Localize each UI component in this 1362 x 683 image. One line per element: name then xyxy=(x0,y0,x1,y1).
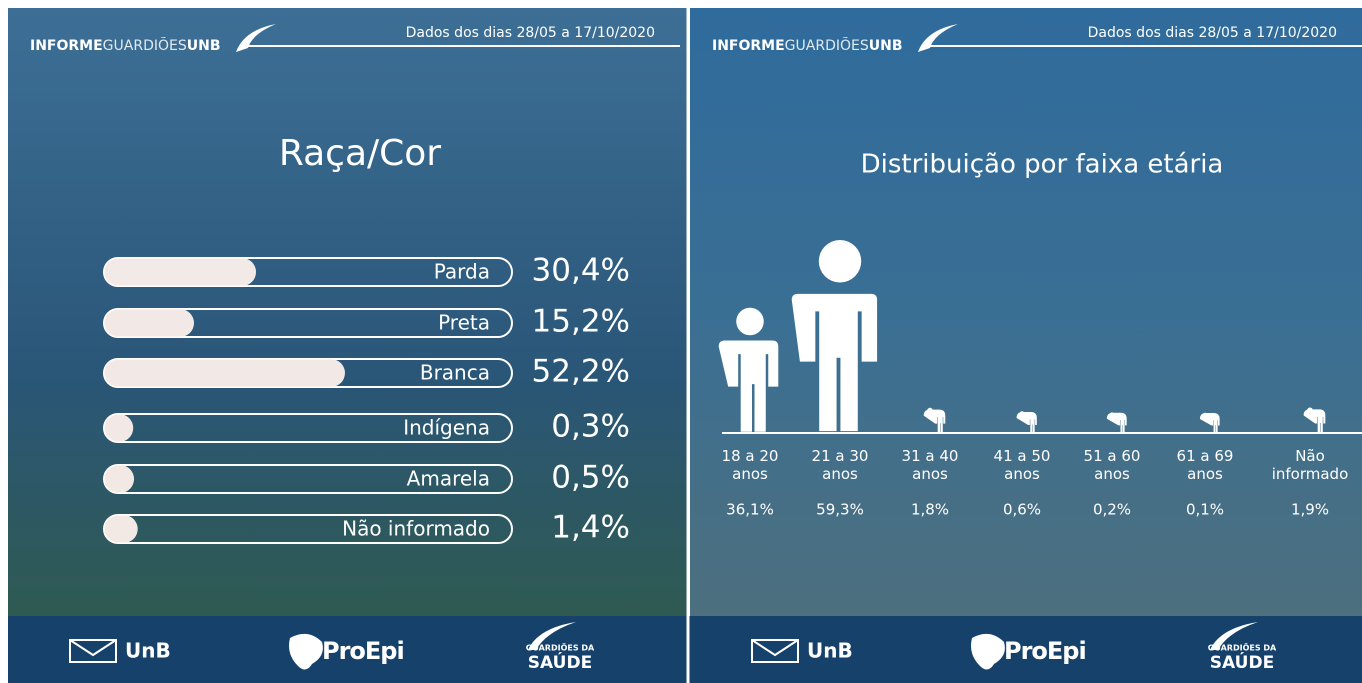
unb-icon-fold xyxy=(751,639,799,657)
brand-part: UNB xyxy=(869,38,903,54)
value-label: 0,3% xyxy=(551,409,630,445)
person-body xyxy=(1199,412,1220,433)
category-label: Não informado xyxy=(342,517,490,541)
person-head xyxy=(818,240,862,283)
category-label: 51 a 60 anos xyxy=(1083,447,1141,483)
category-label: Parda xyxy=(434,260,490,284)
unb-icon-fold xyxy=(69,639,117,657)
person-body xyxy=(1303,409,1326,433)
bar xyxy=(104,515,138,543)
category-label: Não informado xyxy=(1271,447,1349,483)
value-label: 36,1% xyxy=(726,501,774,519)
bar xyxy=(104,258,257,286)
chart-title: Distribuição por faixa etária xyxy=(861,150,1224,180)
footer-logo: SAÚDE xyxy=(1210,651,1274,673)
person-body xyxy=(1016,411,1037,433)
brand-part: UNB xyxy=(187,38,221,54)
footer-logo: GUARDIÕES DA xyxy=(526,642,595,653)
person-icon xyxy=(1106,412,1127,433)
bar xyxy=(104,359,345,387)
value-label: 1,4% xyxy=(551,510,630,546)
value-label: 1,8% xyxy=(911,501,949,519)
background xyxy=(690,8,1362,616)
footer-logo: SAÚDE xyxy=(528,651,592,673)
date-range: Dados dos dias 28/05 a 17/10/2020 xyxy=(1088,25,1337,41)
category-label: 21 a 30 anos xyxy=(811,447,869,483)
person-icon xyxy=(791,240,878,432)
person-icon xyxy=(1199,412,1220,433)
person-icon xyxy=(1303,407,1326,433)
proepi-map xyxy=(971,633,1005,670)
brand-swoosh xyxy=(918,24,958,52)
bar xyxy=(104,414,134,442)
person-body xyxy=(791,293,878,432)
category-label: 41 a 50 anos xyxy=(993,447,1051,483)
footer-band xyxy=(8,616,1362,683)
category-label: Preta xyxy=(438,311,490,335)
footer-logo: GUARDIÕES DA xyxy=(1208,642,1277,653)
person-head xyxy=(736,307,764,336)
category-label: Indígena xyxy=(403,416,490,440)
brand-part: INFORME xyxy=(712,38,785,54)
value-label: 0,6% xyxy=(1003,501,1041,519)
brand-part: GUARDIÕES xyxy=(103,37,187,54)
brand: INFORMEGUARDIÕESUNB xyxy=(712,37,903,54)
person-icon xyxy=(923,407,946,433)
brand-part: INFORME xyxy=(30,38,103,54)
unb-icon xyxy=(751,639,799,663)
value-label: 15,2% xyxy=(532,304,630,340)
value-label: 0,1% xyxy=(1186,501,1224,519)
person-body xyxy=(1106,412,1127,433)
category-label: Branca xyxy=(420,361,490,385)
footer-logo: UnB xyxy=(125,639,171,663)
footer-logo: UnB xyxy=(807,639,853,663)
person-icon xyxy=(1016,411,1037,433)
category-label: Amarela xyxy=(407,467,490,491)
guardioes-swoosh xyxy=(528,622,576,650)
category-label: 31 a 40 anos xyxy=(901,447,959,483)
value-label: 59,3% xyxy=(816,501,864,519)
person-body xyxy=(718,340,779,432)
bar xyxy=(104,465,135,493)
brand-swoosh xyxy=(236,24,276,52)
guardioes-swoosh xyxy=(1210,622,1258,650)
footer-logo: ProEpi xyxy=(1004,637,1086,665)
brand-part: GUARDIÕES xyxy=(785,37,869,54)
category-label: 61 a 69 anos xyxy=(1176,447,1234,483)
value-label: 0,5% xyxy=(551,460,630,496)
person-body xyxy=(923,409,946,433)
date-range: Dados dos dias 28/05 a 17/10/2020 xyxy=(406,25,655,41)
value-label: 1,9% xyxy=(1291,501,1329,519)
value-label: 0,2% xyxy=(1093,501,1131,519)
value-label: 52,2% xyxy=(532,354,630,390)
brand: INFORMEGUARDIÕESUNB xyxy=(30,37,221,54)
bar xyxy=(104,309,195,337)
chart-title: Raça/Cor xyxy=(279,133,441,174)
proepi-map xyxy=(289,633,323,670)
unb-icon xyxy=(69,639,117,663)
footer-logo: ProEpi xyxy=(322,637,404,665)
value-label: 30,4% xyxy=(532,253,630,289)
category-label: 18 a 20 anos xyxy=(721,447,779,483)
person-icon xyxy=(718,307,779,432)
